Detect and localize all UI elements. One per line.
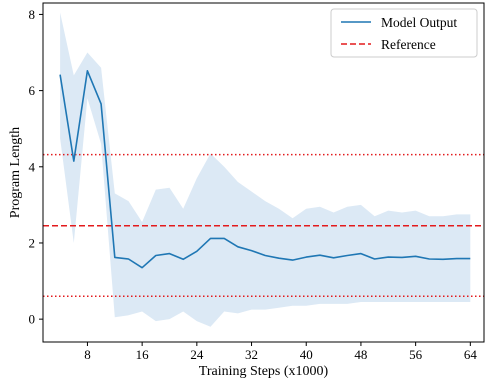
x-axis-label: Training Steps (x1000): [199, 364, 329, 379]
x-tick-label: 64: [464, 347, 478, 362]
x-tick-label: 16: [136, 347, 150, 362]
y-tick-label: 0: [29, 312, 36, 327]
y-tick-label: 4: [29, 159, 36, 174]
x-tick-label: 40: [300, 347, 313, 362]
y-tick-label: 6: [29, 83, 36, 98]
y-tick-label: 2: [29, 235, 36, 250]
y-tick-label: 8: [29, 7, 36, 22]
x-tick-label: 32: [245, 347, 258, 362]
series-line: [59, 70, 471, 269]
x-tick-label: 8: [84, 347, 91, 362]
x-tick-label: 24: [190, 347, 204, 362]
confidence-band: [60, 12, 471, 327]
legend: Model Output Reference: [330, 8, 478, 58]
y-axis-label: Program Length: [8, 127, 23, 218]
x-tick-label: 48: [354, 347, 367, 362]
x-tick-label: 56: [409, 347, 423, 362]
legend-label: Model Output: [381, 15, 457, 30]
legend-label: Reference: [381, 37, 436, 52]
plot-frame: [42, 2, 485, 343]
legend-box: [330, 8, 478, 58]
plot-area: [43, 12, 484, 327]
